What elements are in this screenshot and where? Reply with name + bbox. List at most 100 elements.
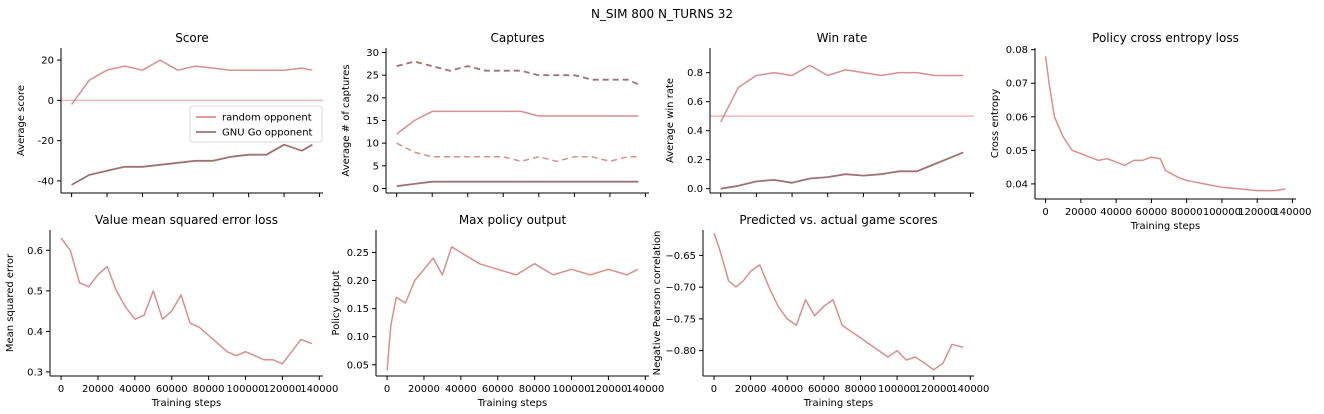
y-tick-label: 15	[366, 116, 379, 127]
series-line-0	[720, 64, 964, 123]
y-tick-label: 0.07	[1006, 79, 1028, 90]
y-axis-label: Average # of captures	[341, 64, 352, 176]
y-tick-label: 0.08	[1006, 45, 1028, 56]
x-tick-label: 140000	[1273, 207, 1311, 218]
series-line-2	[396, 142, 639, 163]
y-tick-label: 10	[366, 139, 379, 150]
legend-box	[189, 105, 323, 143]
x-tick-label: 80000	[519, 384, 551, 395]
figure-suptitle: N_SIM 800 N_TURNS 32	[591, 7, 733, 21]
x-tick-label: 0	[58, 384, 64, 395]
x-tick-label: 140000	[300, 384, 338, 395]
x-tick-label: 40000	[445, 384, 477, 395]
y-tick-label: 30	[366, 48, 379, 59]
chart-title: Value mean squared error loss	[95, 213, 278, 227]
y-tick-label: 0.6	[687, 97, 703, 108]
x-tick-label: 20000	[82, 384, 114, 395]
y-axis-label: Mean squared error	[5, 253, 16, 352]
x-tick-label: 0	[711, 384, 717, 395]
y-tick-label: -20	[38, 136, 54, 147]
x-tick-label: 100000	[1203, 207, 1241, 218]
y-tick-label: 0.05	[347, 360, 369, 371]
x-tick-label: 40000	[1100, 207, 1132, 218]
y-tick-label: 0.25	[347, 248, 369, 259]
y-tick-label: 0.4	[27, 327, 43, 338]
x-tick-label: 100000	[226, 384, 264, 395]
series-line-0	[1044, 56, 1286, 192]
y-tick-label: 0	[373, 184, 379, 195]
y-tick-label: 0.6	[27, 246, 43, 257]
x-tick-label: 0	[1042, 207, 1048, 218]
x-tick-label: 80000	[845, 384, 877, 395]
y-tick-label: −0.65	[665, 251, 696, 262]
series-line-3	[396, 180, 639, 188]
y-tick-label: 0.4	[687, 126, 703, 137]
y-tick-label: 0.20	[347, 276, 369, 287]
y-tick-label: 0.05	[1006, 146, 1028, 157]
x-tick-label: 80000	[1171, 207, 1203, 218]
chart-panel-2: 0.0 0.2 0.4 0.6 0.8 Win rate Average win rate	[665, 31, 974, 197]
x-tick-label: 120000	[589, 384, 627, 395]
y-tick-label: 0.8	[687, 68, 703, 79]
x-tick-label: 120000	[1238, 207, 1276, 218]
chart-panel-0: -40 -20 0 20 Score Average score random oppone…	[16, 31, 323, 197]
x-tick-label: 60000	[156, 384, 188, 395]
x-tick-label: 80000	[193, 384, 225, 395]
legend-label: random opponent	[222, 113, 312, 124]
series-line-0	[396, 60, 639, 86]
x-tick-label: 20000	[735, 384, 767, 395]
series-line-0	[70, 59, 313, 105]
y-axis-label: Policy output	[331, 270, 342, 335]
x-axis-label: Training steps	[803, 398, 873, 409]
y-tick-label: −0.80	[665, 346, 696, 357]
y-tick-label: 0.5	[27, 286, 43, 297]
x-tick-label: 60000	[482, 384, 514, 395]
x-tick-label: 140000	[951, 384, 989, 395]
x-axis-label: Training steps	[151, 398, 221, 409]
chart-title: Policy cross entropy loss	[1092, 31, 1239, 45]
legend: random opponent GNU Go opponent	[189, 105, 323, 143]
x-tick-label: 20000	[1065, 207, 1097, 218]
y-tick-label: −0.70	[665, 283, 696, 294]
y-tick-label: 20	[366, 93, 379, 104]
x-tick-label: 20000	[408, 384, 440, 395]
y-tick-label: 0	[48, 96, 54, 107]
y-tick-label: 20	[41, 56, 54, 67]
x-tick-label: 0	[384, 384, 390, 395]
y-tick-label: 0.15	[347, 304, 369, 315]
y-tick-label: 0.2	[687, 155, 703, 166]
chart-panel-1: 0 5 10 15 20 25 30 Captures Average # of capture…	[341, 31, 649, 197]
y-tick-label: −0.75	[665, 314, 696, 325]
x-tick-label: 60000	[1135, 207, 1167, 218]
x-tick-label: 100000	[552, 384, 590, 395]
y-tick-label: 0.0	[687, 184, 703, 195]
x-tick-label: 120000	[915, 384, 953, 395]
chart-title: Predicted vs. actual game scores	[739, 213, 937, 227]
x-tick-label: 140000	[626, 384, 664, 395]
x-tick-label: 40000	[119, 384, 151, 395]
series-line-0	[60, 237, 313, 365]
series-line-1	[396, 110, 639, 135]
series-line-1	[720, 151, 964, 190]
y-tick-label: 0.10	[347, 332, 369, 343]
chart-title: Captures	[491, 31, 545, 45]
chart-title: Win rate	[817, 31, 868, 45]
x-axis-label: Training steps	[1130, 221, 1200, 232]
x-tick-label: 40000	[771, 384, 803, 395]
x-tick-label: 100000	[878, 384, 916, 395]
y-axis-label: Cross entropy	[990, 89, 1001, 158]
y-tick-label: 0.06	[1006, 112, 1028, 123]
series-line-0	[386, 246, 639, 371]
series-line-0	[713, 232, 964, 371]
chart-title: Score	[175, 31, 209, 45]
chart-panels: -40 -20 0 20 Score Average score random oppone…	[5, 31, 1312, 409]
legend-label: GNU Go opponent	[222, 128, 313, 139]
x-axis-label: Training steps	[477, 398, 547, 409]
y-axis-label: Average score	[16, 85, 27, 156]
y-tick-label: 5	[373, 161, 379, 172]
